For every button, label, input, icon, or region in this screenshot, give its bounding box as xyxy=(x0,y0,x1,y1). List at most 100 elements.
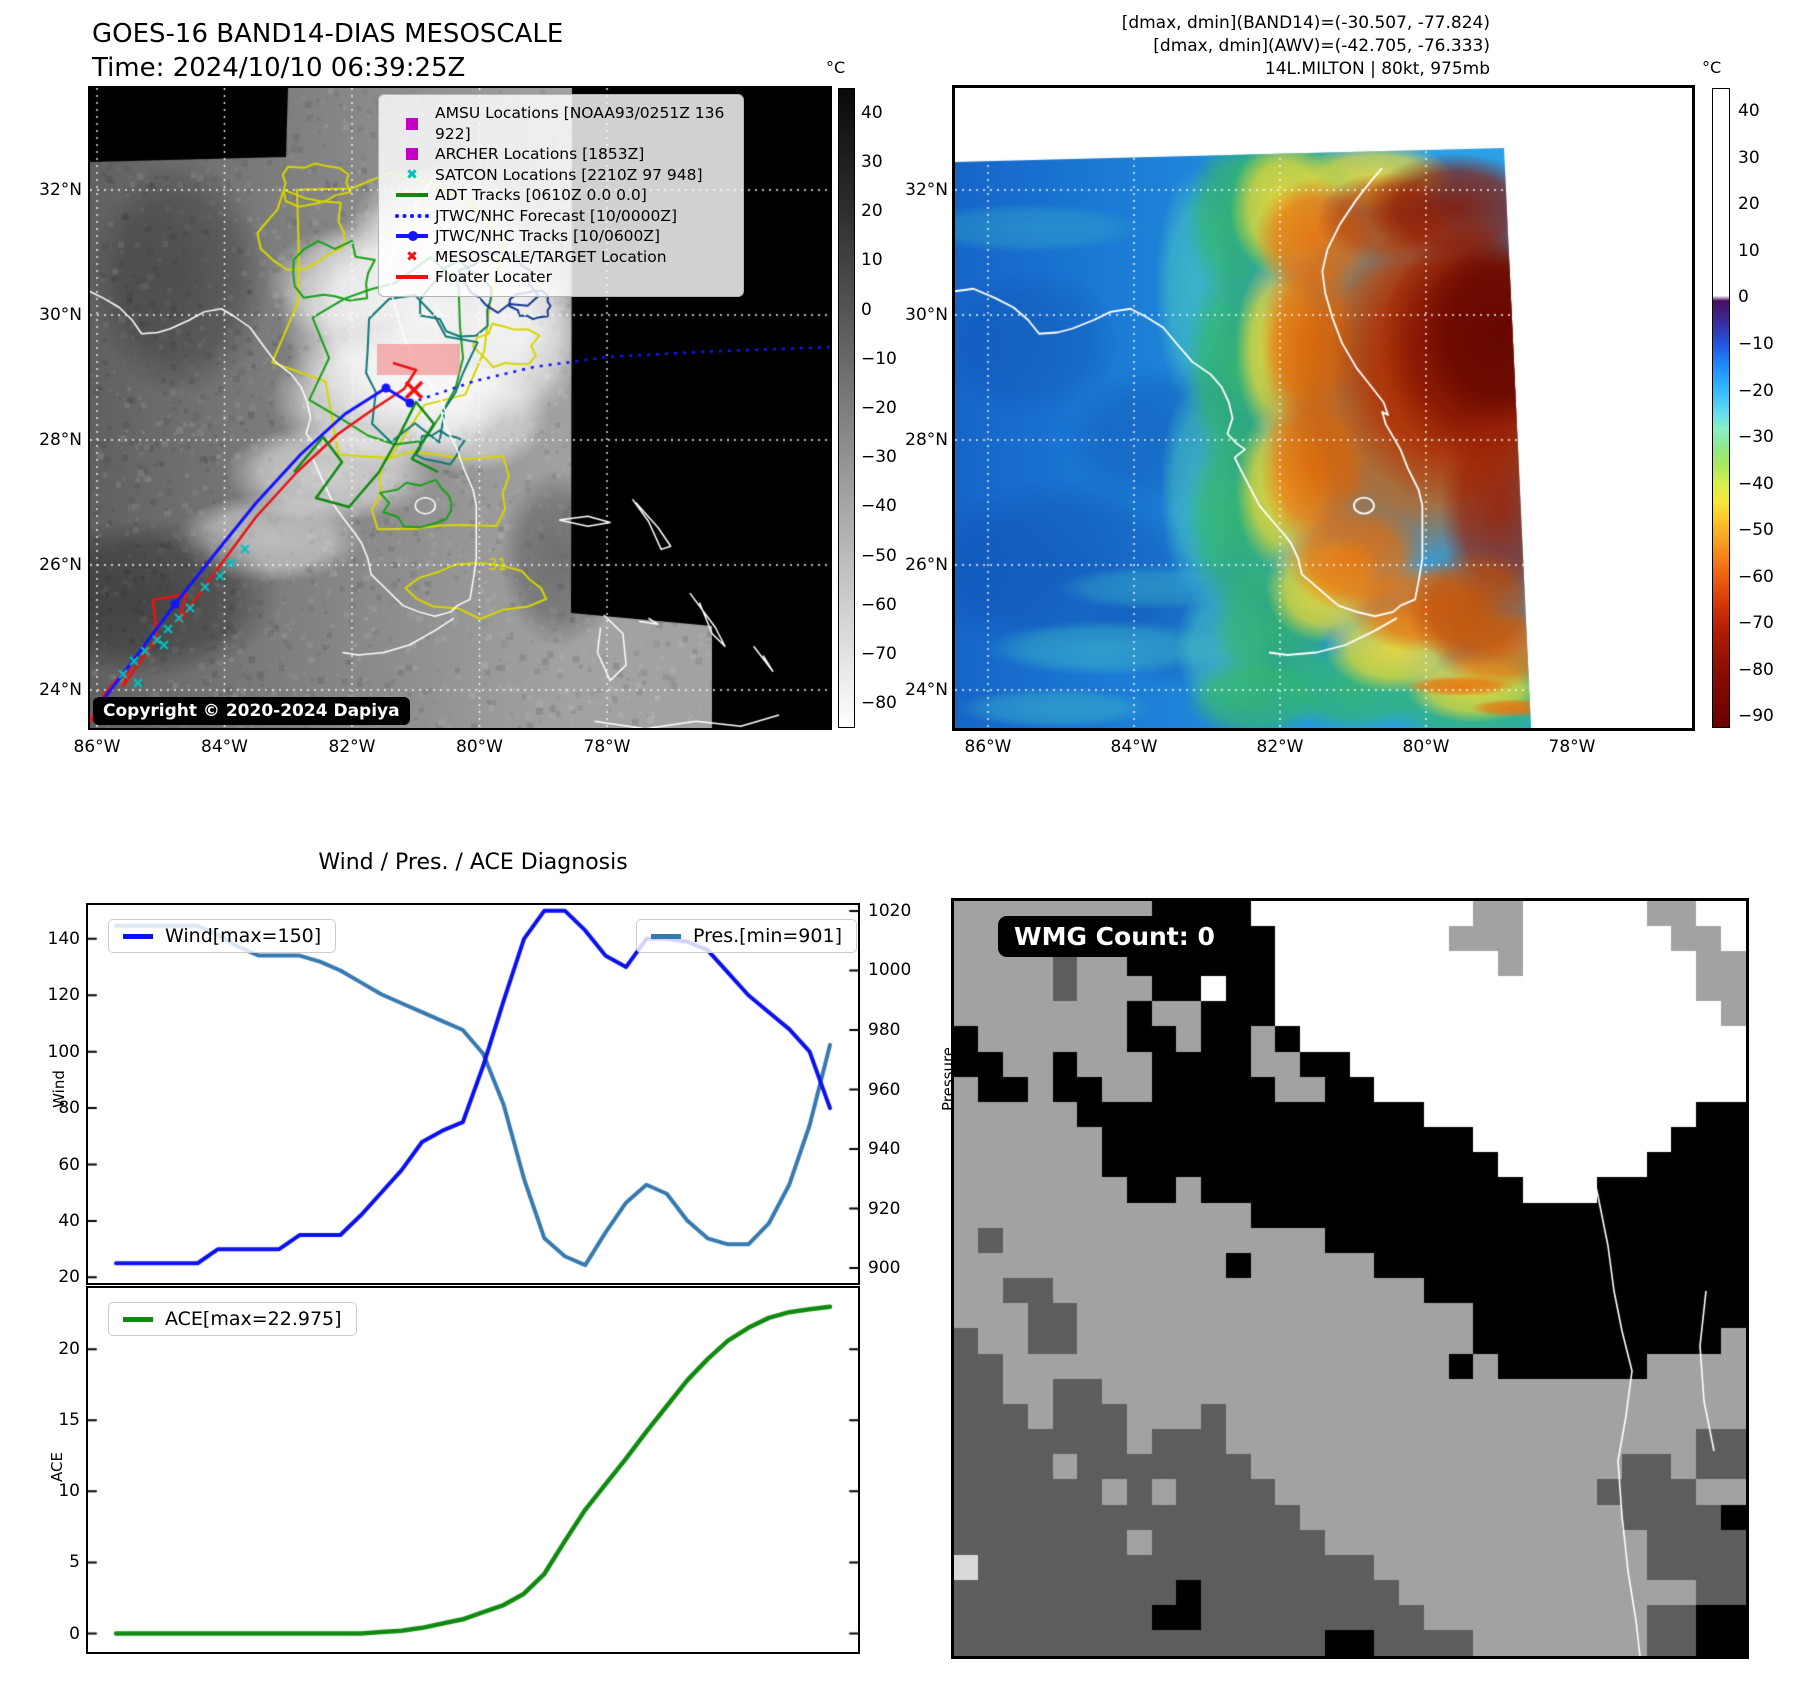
copyright-badge: Copyright © 2020-2024 Dapiya xyxy=(93,697,410,725)
band14-map-panel: AMSU Locations [NOAA93/0251Z 136 922] ARC… xyxy=(88,86,832,730)
band14-lat-tick: 24°N xyxy=(39,680,82,700)
ace-chart xyxy=(88,1288,858,1652)
ace-chart-frame xyxy=(86,1286,860,1654)
awv-lat-tick: 30°N xyxy=(905,305,948,325)
pressure-ytick: 960 xyxy=(868,1079,901,1100)
awv-colorbar-tick: −80 xyxy=(1738,659,1774,680)
awv-lon-tick: 84°W xyxy=(1110,737,1158,757)
band14-lat-tick: 28°N xyxy=(39,430,82,450)
legend-item: JTWC/NHC Forecast [10/0000Z] xyxy=(389,206,731,227)
wind-ytick: 120 xyxy=(47,985,80,1006)
legend-item: JTWC/NHC Tracks [10/0600Z] xyxy=(389,226,731,247)
legend-item: ✖ MESOSCALE/TARGET Location xyxy=(389,247,731,268)
band14-colorbar-tick: 0 xyxy=(861,299,872,320)
band14-colorbar-tick: −60 xyxy=(861,594,897,615)
legend-item: ARCHER Locations [1853Z] xyxy=(389,144,731,165)
band14-colorbar xyxy=(838,88,855,728)
awv-lat-tick: 28°N xyxy=(905,430,948,450)
info-block: [dmax, dmin](BAND14)=(-30.507, -77.824) … xyxy=(1050,12,1490,81)
square-marker-icon xyxy=(389,148,435,161)
band14-colorbar-tick: −50 xyxy=(861,545,897,566)
ace-ytick: 0 xyxy=(69,1623,80,1644)
pressure-ytick: 940 xyxy=(868,1139,901,1160)
band14-lon-tick: 84°W xyxy=(201,737,248,757)
x-marker-glyph: ✖ xyxy=(406,166,418,183)
dotted-marker-icon xyxy=(389,213,435,218)
line-marker-glyph xyxy=(396,193,428,198)
awv-colorbar-tick: −90 xyxy=(1738,706,1774,727)
band14-colorbar-tick: 30 xyxy=(861,151,883,172)
band14-lon-tick: 86°W xyxy=(73,737,121,757)
x-marker-icon: ✖ xyxy=(389,250,435,264)
awv-colorbar xyxy=(1712,88,1730,728)
wmg-count-badge: WMG Count: 0 xyxy=(998,916,1231,957)
awv-colorbar-tick: 40 xyxy=(1738,101,1760,122)
ace-ytick: 20 xyxy=(58,1339,80,1360)
legend-item: ✖ SATCON Locations [2210Z 97 948] xyxy=(389,165,731,186)
ace-ytick: 5 xyxy=(69,1552,80,1573)
wind-legend: Wind[max=150] xyxy=(108,919,337,953)
awv-map-panel xyxy=(952,85,1695,731)
pressure-ytick: 920 xyxy=(868,1198,901,1219)
awv-lat-tick: 32°N xyxy=(905,180,948,200)
info-line-awv: [dmax, dmin](AWV)=(-42.705, -76.333) xyxy=(1153,36,1490,56)
band14-colorbar-tick: 40 xyxy=(861,102,883,123)
band14-colorbar-tick: −40 xyxy=(861,496,897,517)
page-subtitle-time: Time: 2024/10/10 06:39:25Z xyxy=(92,53,466,83)
line-marker-icon xyxy=(389,193,435,198)
awv-colorbar-tick: 30 xyxy=(1738,147,1760,168)
band14-lat-tick: 26°N xyxy=(39,555,82,575)
band14-colorbar-tick: −20 xyxy=(861,398,897,418)
legend-item-label: SATCON Locations [2210Z 97 948] xyxy=(435,165,703,184)
line-dot-marker-glyph xyxy=(396,231,428,242)
legend-item-label: AMSU Locations [NOAA93/0251Z 136 922] xyxy=(435,104,725,143)
wind-ytick: 40 xyxy=(58,1210,80,1231)
awv-lat-tick: 26°N xyxy=(905,555,948,575)
awv-colorbar-tick: 10 xyxy=(1738,240,1760,261)
awv-colorbar-tick: −50 xyxy=(1738,520,1774,541)
band14-colorbar-unit: °C xyxy=(826,58,846,77)
legend-item: ADT Tracks [0610Z 0.0 0.0] xyxy=(389,185,731,206)
dotted-marker-glyph xyxy=(395,213,429,218)
band14-colorbar-tick: −30 xyxy=(861,447,897,468)
ace-legend-label: ACE[max=22.975] xyxy=(165,1308,342,1330)
band14-colorbar-tick: −80 xyxy=(861,693,897,714)
band14-lon-tick: 80°W xyxy=(456,737,503,757)
wind-legend-swatch xyxy=(123,933,153,939)
wind-ytick: 100 xyxy=(47,1041,80,1062)
band14-lon-tick: 78°W xyxy=(583,737,631,757)
x-marker-glyph: ✖ xyxy=(406,248,418,265)
wind-legend-label: Wind[max=150] xyxy=(165,925,322,947)
ace-ytick: 15 xyxy=(58,1410,80,1431)
pressure-legend-label: Pres.[min=901] xyxy=(693,925,842,947)
map-legend: AMSU Locations [NOAA93/0251Z 136 922] ARC… xyxy=(378,94,744,297)
band14-lon-tick: 82°W xyxy=(328,737,376,757)
wind-pressure-chart xyxy=(88,905,858,1283)
line-dot-marker-icon xyxy=(389,231,435,242)
ace-legend: ACE[max=22.975] xyxy=(108,1302,357,1336)
band14-lat-tick: 30°N xyxy=(39,305,82,325)
awv-lon-tick: 82°W xyxy=(1256,737,1304,757)
awv-lon-tick: 78°W xyxy=(1548,737,1596,757)
pressure-ytick: 1020 xyxy=(868,900,912,921)
band14-colorbar-tick: −10 xyxy=(861,348,897,369)
line-marker-glyph xyxy=(396,275,428,280)
line-marker-icon xyxy=(389,275,435,280)
info-line-storm: 14L.MILTON | 80kt, 975mb xyxy=(1264,59,1490,79)
legend-item: Floater Locater xyxy=(389,267,731,288)
wind-ytick: 60 xyxy=(58,1154,80,1175)
pressure-ytick: 900 xyxy=(868,1258,901,1279)
square-marker-glyph xyxy=(406,148,418,161)
x-marker-icon: ✖ xyxy=(389,168,435,182)
awv-lat-tick: 24°N xyxy=(905,680,948,700)
legend-item-label: JTWC/NHC Forecast [10/0000Z] xyxy=(435,206,678,225)
wind-ytick: 20 xyxy=(58,1267,80,1288)
wind-ytick: 80 xyxy=(58,1098,80,1119)
band14-colorbar-tick: −70 xyxy=(861,644,897,665)
wind-pressure-chart-frame xyxy=(86,903,860,1285)
pressure-ytick: 1000 xyxy=(868,960,912,981)
wmg-classification-image xyxy=(954,901,1746,1656)
pressure-ytick: 980 xyxy=(868,1020,901,1040)
awv-colorbar-tick: −60 xyxy=(1738,566,1774,587)
